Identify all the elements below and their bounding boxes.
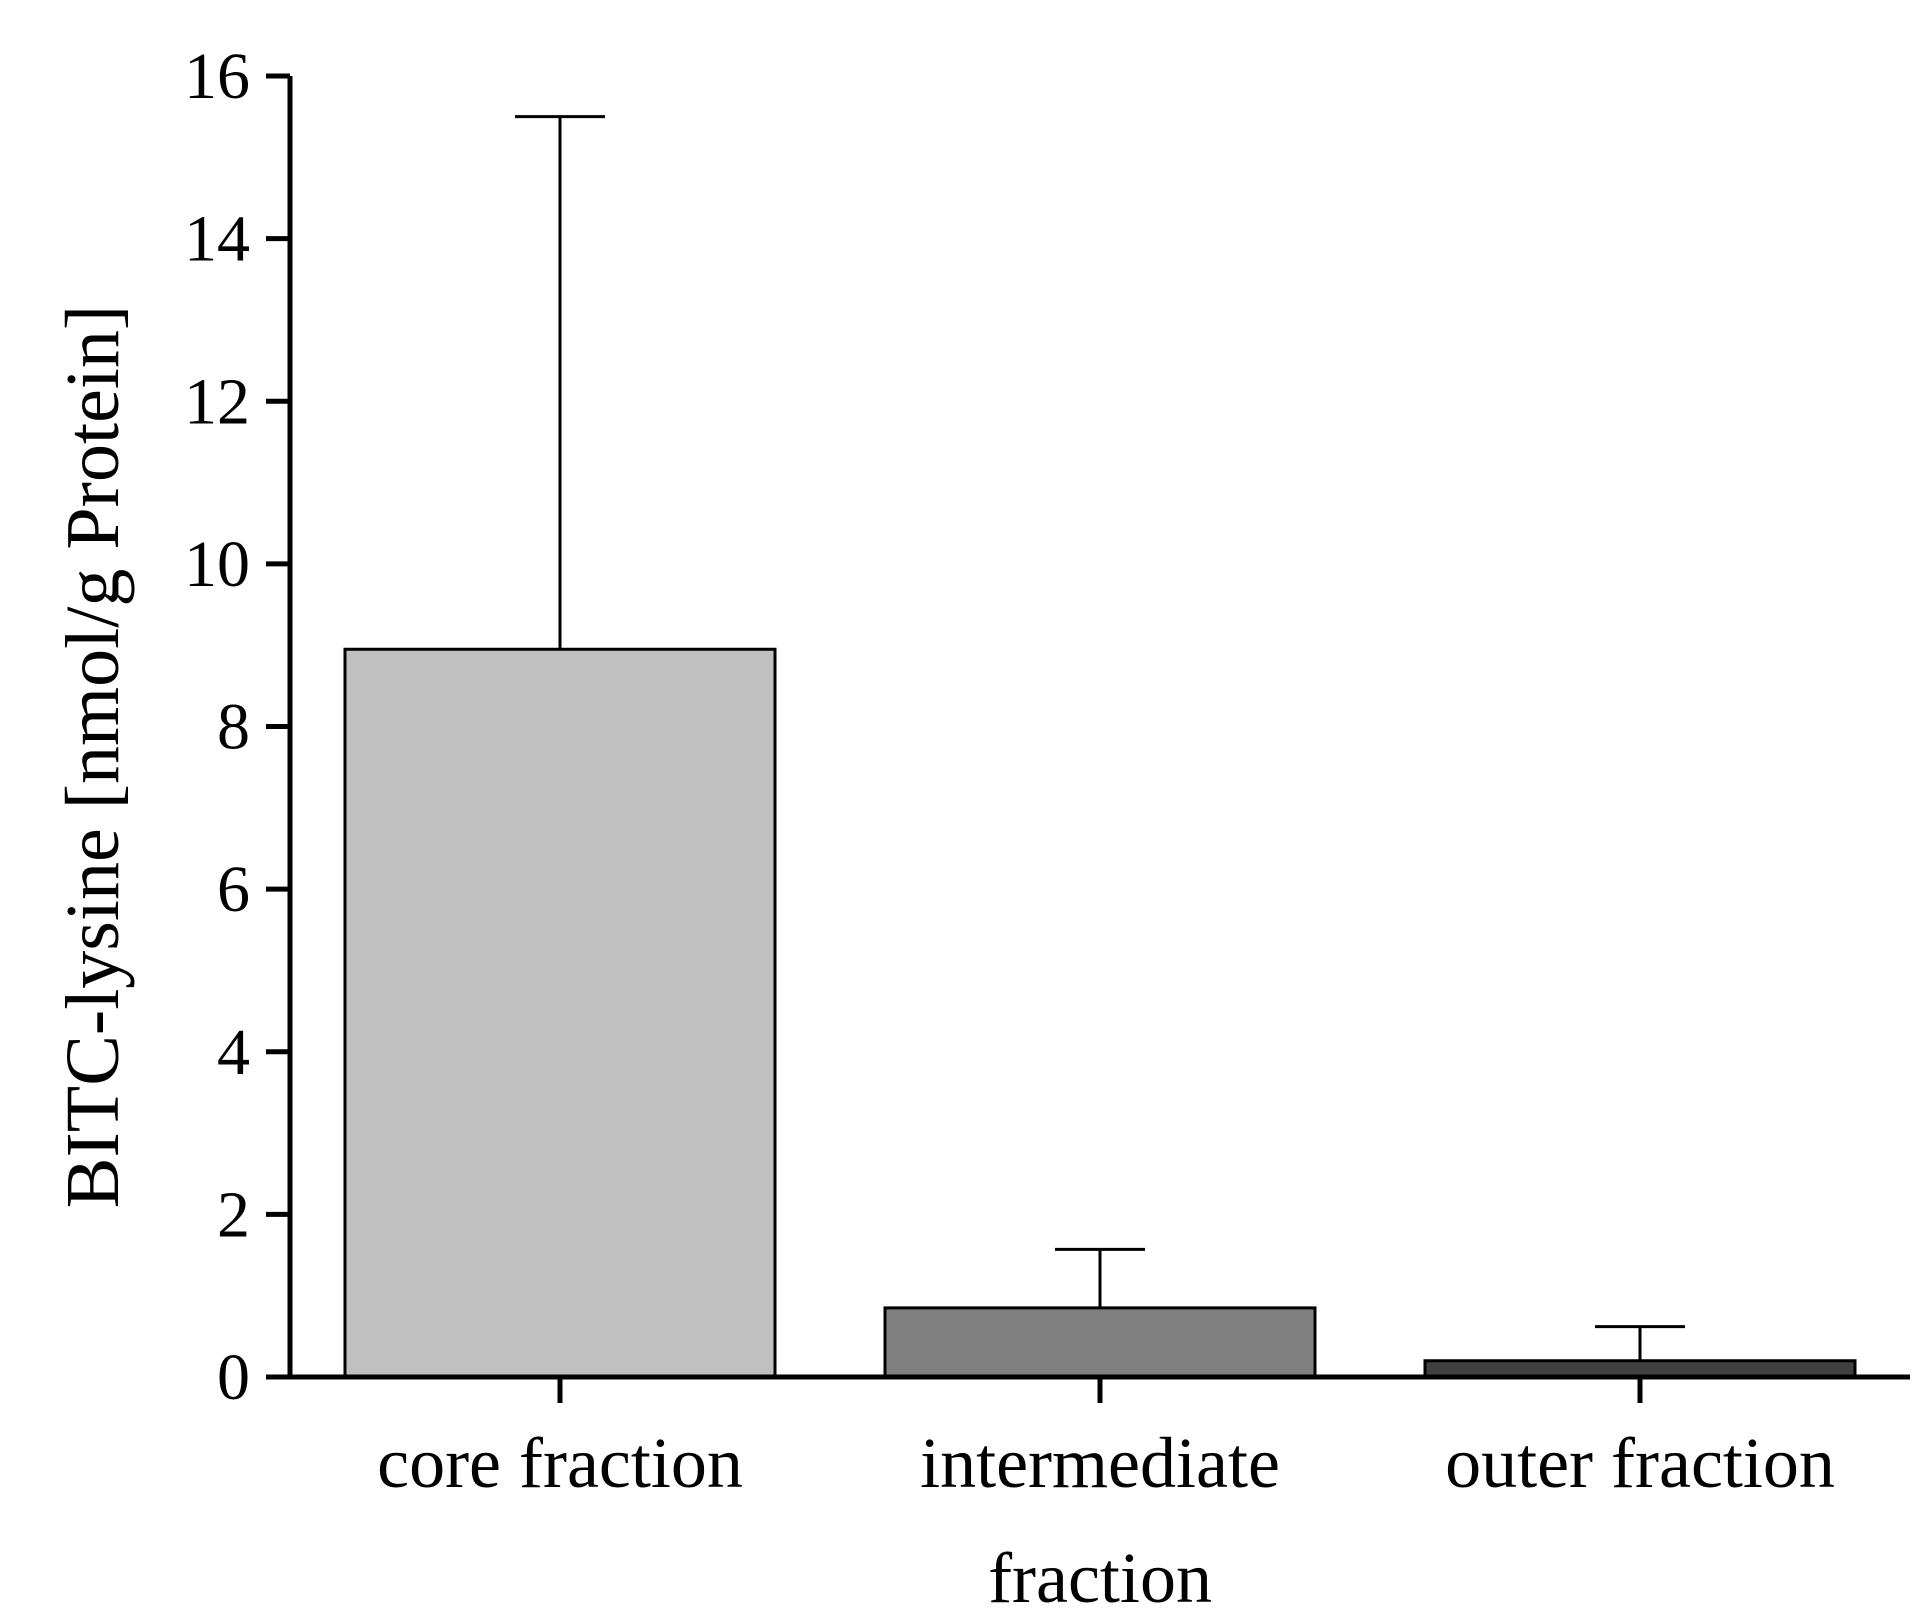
bar — [883, 1306, 1317, 1379]
bars-layer — [343, 647, 1857, 1379]
y-tick-label: 8 — [217, 691, 250, 764]
x-tick-label: intermediate fraction — [920, 1423, 1280, 1618]
y-tick-label: 6 — [217, 853, 250, 926]
x-tick-label: core fraction — [377, 1423, 743, 1503]
y-ticks-layer: 0 2 4 6 8 10 12 14 16 — [184, 40, 290, 1414]
y-tick-label: 2 — [217, 1178, 250, 1251]
y-tick-label: 16 — [184, 40, 250, 113]
y-tick-label: 12 — [184, 365, 250, 438]
y-tick-label: 14 — [184, 203, 250, 276]
bar — [343, 647, 777, 1379]
x-ticks-layer: core fraction intermediate fraction outer f… — [377, 1377, 1835, 1618]
y-axis-title: BITC-lysine [nmol/g Protein] — [51, 305, 135, 1208]
x-tick-label: outer fraction — [1445, 1423, 1835, 1503]
error-bars-layer — [515, 115, 1685, 1361]
y-tick-label: 4 — [217, 1016, 250, 1089]
y-tick-label: 10 — [184, 528, 250, 601]
y-tick-label: 0 — [217, 1341, 250, 1414]
